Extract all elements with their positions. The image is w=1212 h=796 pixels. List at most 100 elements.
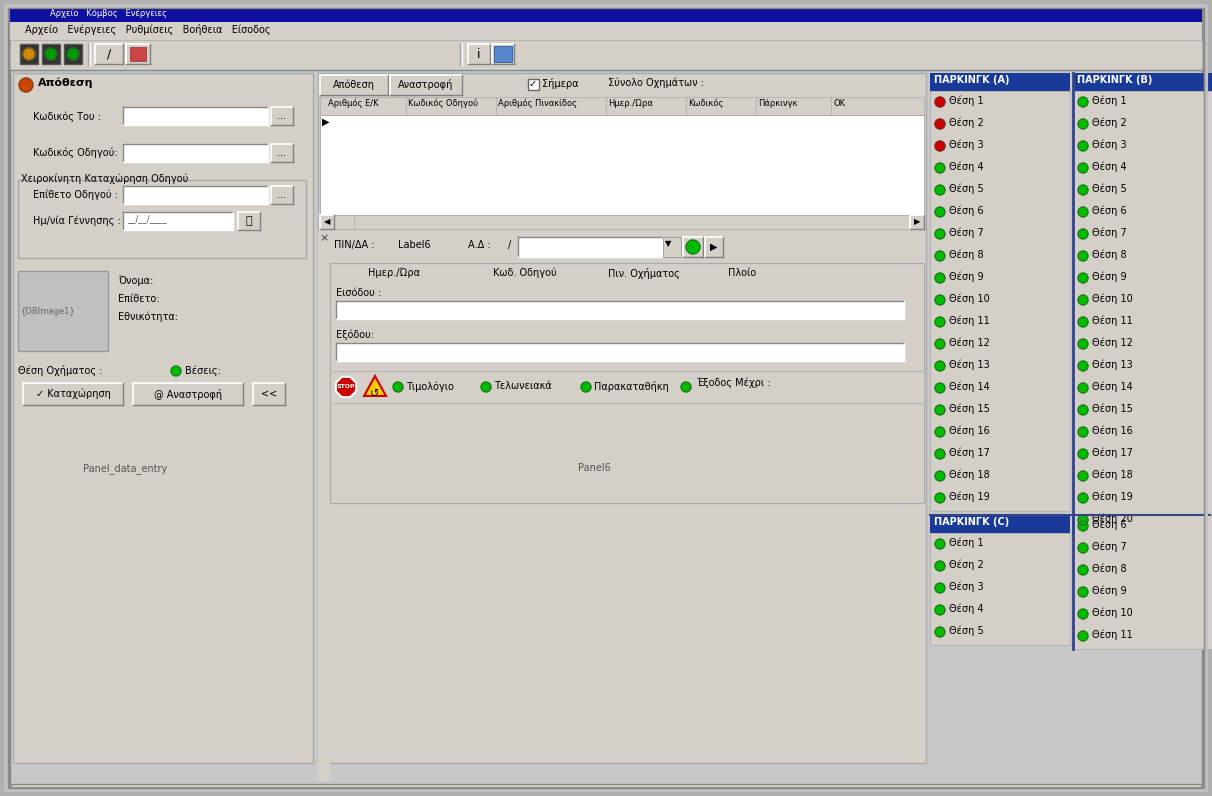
Bar [13, 73, 313, 763]
Text: ✓ Καταχώρηση: ✓ Καταχώρηση [35, 388, 110, 400]
Text: ▶: ▶ [322, 117, 330, 127]
Bar [130, 47, 145, 61]
Bar [910, 215, 924, 229]
Bar [1073, 73, 1212, 91]
Bar [1073, 91, 1212, 533]
Circle shape [393, 382, 404, 392]
Text: <<: << [261, 389, 278, 399]
Circle shape [1077, 251, 1088, 261]
Text: Εθνικότητα:: Εθνικότητα: [118, 312, 178, 322]
Circle shape [934, 539, 945, 549]
Text: ΠΙΝ/ΔΑ :: ΠΙΝ/ΔΑ : [335, 240, 375, 250]
Text: Θέση 18: Θέση 18 [949, 469, 990, 479]
Circle shape [1077, 361, 1088, 371]
Circle shape [1077, 515, 1088, 525]
Circle shape [681, 382, 691, 392]
Circle shape [934, 561, 945, 571]
Circle shape [1077, 609, 1088, 619]
Text: Panel6: Panel6 [578, 463, 611, 473]
Text: Θέση 18: Θέση 18 [1092, 469, 1133, 479]
Circle shape [1077, 339, 1088, 349]
Bar [10, 22, 1202, 40]
Circle shape [934, 405, 945, 415]
Polygon shape [336, 377, 356, 397]
Text: ×: × [319, 233, 328, 243]
Circle shape [1077, 471, 1088, 481]
Text: Θέση 8: Θέση 8 [949, 249, 984, 259]
Circle shape [934, 361, 945, 371]
Bar [492, 44, 514, 64]
Text: Θέση 6: Θέση 6 [949, 205, 984, 216]
Bar [1073, 515, 1212, 649]
Text: Θέση 1: Θέση 1 [1092, 95, 1127, 106]
Bar [930, 515, 1070, 533]
Circle shape [1077, 405, 1088, 415]
Text: Έξοδος Μέχρι :: Έξοδος Μέχρι : [696, 378, 771, 388]
Text: Θέση 16: Θέση 16 [949, 425, 990, 435]
Circle shape [934, 163, 945, 173]
Circle shape [23, 48, 35, 60]
Circle shape [934, 493, 945, 503]
Text: Επίθετο Οδηγού :: Επίθετο Οδηγού : [33, 190, 118, 201]
Text: Θέση 1: Θέση 1 [949, 537, 984, 548]
Text: Τιμολόγιο: Τιμολόγιο [406, 381, 453, 392]
Circle shape [934, 427, 945, 437]
Bar [684, 237, 703, 257]
Bar [126, 44, 150, 64]
Text: Ημερ./Ώρα: Ημερ./Ώρα [368, 268, 421, 279]
Text: Σύνολο Οχημάτων :: Σύνολο Οχημάτων : [608, 78, 704, 88]
Circle shape [934, 251, 945, 261]
Text: Θέση 11: Θέση 11 [1092, 315, 1133, 326]
Bar [10, 40, 1202, 70]
Text: Αρχείο   Ενέργειες   Ρυθμίσεις   Βοήθεια   Είσοδος: Αρχείο Ενέργειες Ρυθμίσεις Βοήθεια Είσοδ… [25, 24, 270, 35]
Circle shape [1077, 493, 1088, 503]
Text: Κωδικός Οδηγού:: Κωδικός Οδηγού: [33, 148, 118, 158]
Text: ΠΑΡΚΙΝΓΚ (C): ΠΑΡΚΙΝΓΚ (C) [934, 517, 1010, 527]
Text: Απόθεση: Απόθεση [333, 80, 375, 90]
Circle shape [934, 627, 945, 637]
Text: Θέση 14: Θέση 14 [949, 381, 990, 392]
Text: ...: ... [278, 190, 286, 200]
Text: Θέση 13: Θέση 13 [949, 359, 990, 369]
Text: Εισόδου :: Εισόδου : [336, 288, 382, 298]
Circle shape [934, 119, 945, 129]
Text: Θέση 10: Θέση 10 [1092, 607, 1133, 618]
Text: Όνομα:: Όνομα: [118, 276, 153, 287]
Circle shape [1077, 229, 1088, 239]
Text: Θέση 15: Θέση 15 [1092, 403, 1133, 413]
Text: Χειροκίνητη Καταχώρηση Οδηγού: Χειροκίνητη Καταχώρηση Οδηγού [21, 174, 188, 185]
Circle shape [1077, 565, 1088, 575]
Text: Θέση 7: Θέση 7 [1092, 227, 1127, 237]
Circle shape [934, 97, 945, 107]
Bar [494, 46, 511, 62]
Text: ✓: ✓ [528, 79, 537, 89]
Text: Panel_data_entry: Panel_data_entry [82, 463, 167, 474]
Text: Θέση 3: Θέση 3 [949, 139, 984, 150]
Text: Θέση 3: Θέση 3 [1092, 139, 1127, 150]
Text: Θέση 6: Θέση 6 [1092, 519, 1127, 529]
Bar [518, 237, 663, 257]
Circle shape [581, 382, 591, 392]
Circle shape [686, 240, 701, 254]
Bar [330, 371, 924, 403]
Circle shape [67, 48, 79, 60]
Text: Θέση 14: Θέση 14 [1092, 381, 1133, 392]
Bar [18, 180, 305, 258]
Text: Πλοίο: Πλοίο [728, 268, 756, 278]
Circle shape [1077, 207, 1088, 217]
Circle shape [934, 339, 945, 349]
Text: Θέση 20: Θέση 20 [1092, 513, 1133, 524]
Text: Θέση 10: Θέση 10 [1092, 293, 1133, 303]
Text: Label6: Label6 [398, 240, 430, 250]
Text: ΟΚ: ΟΚ [833, 99, 845, 108]
Circle shape [1077, 383, 1088, 393]
Circle shape [934, 141, 945, 151]
Text: Αρχείο   Κόμβος   Ενέργειες: Αρχείο Κόμβος Ενέργειες [50, 9, 167, 18]
Circle shape [1077, 543, 1088, 553]
Circle shape [1077, 163, 1088, 173]
Bar [335, 215, 354, 229]
Text: Θέση 7: Θέση 7 [949, 227, 984, 237]
Text: Θέση 1: Θέση 1 [949, 95, 984, 106]
Bar [18, 271, 108, 351]
Text: Θέση 17: Θέση 17 [949, 447, 990, 458]
